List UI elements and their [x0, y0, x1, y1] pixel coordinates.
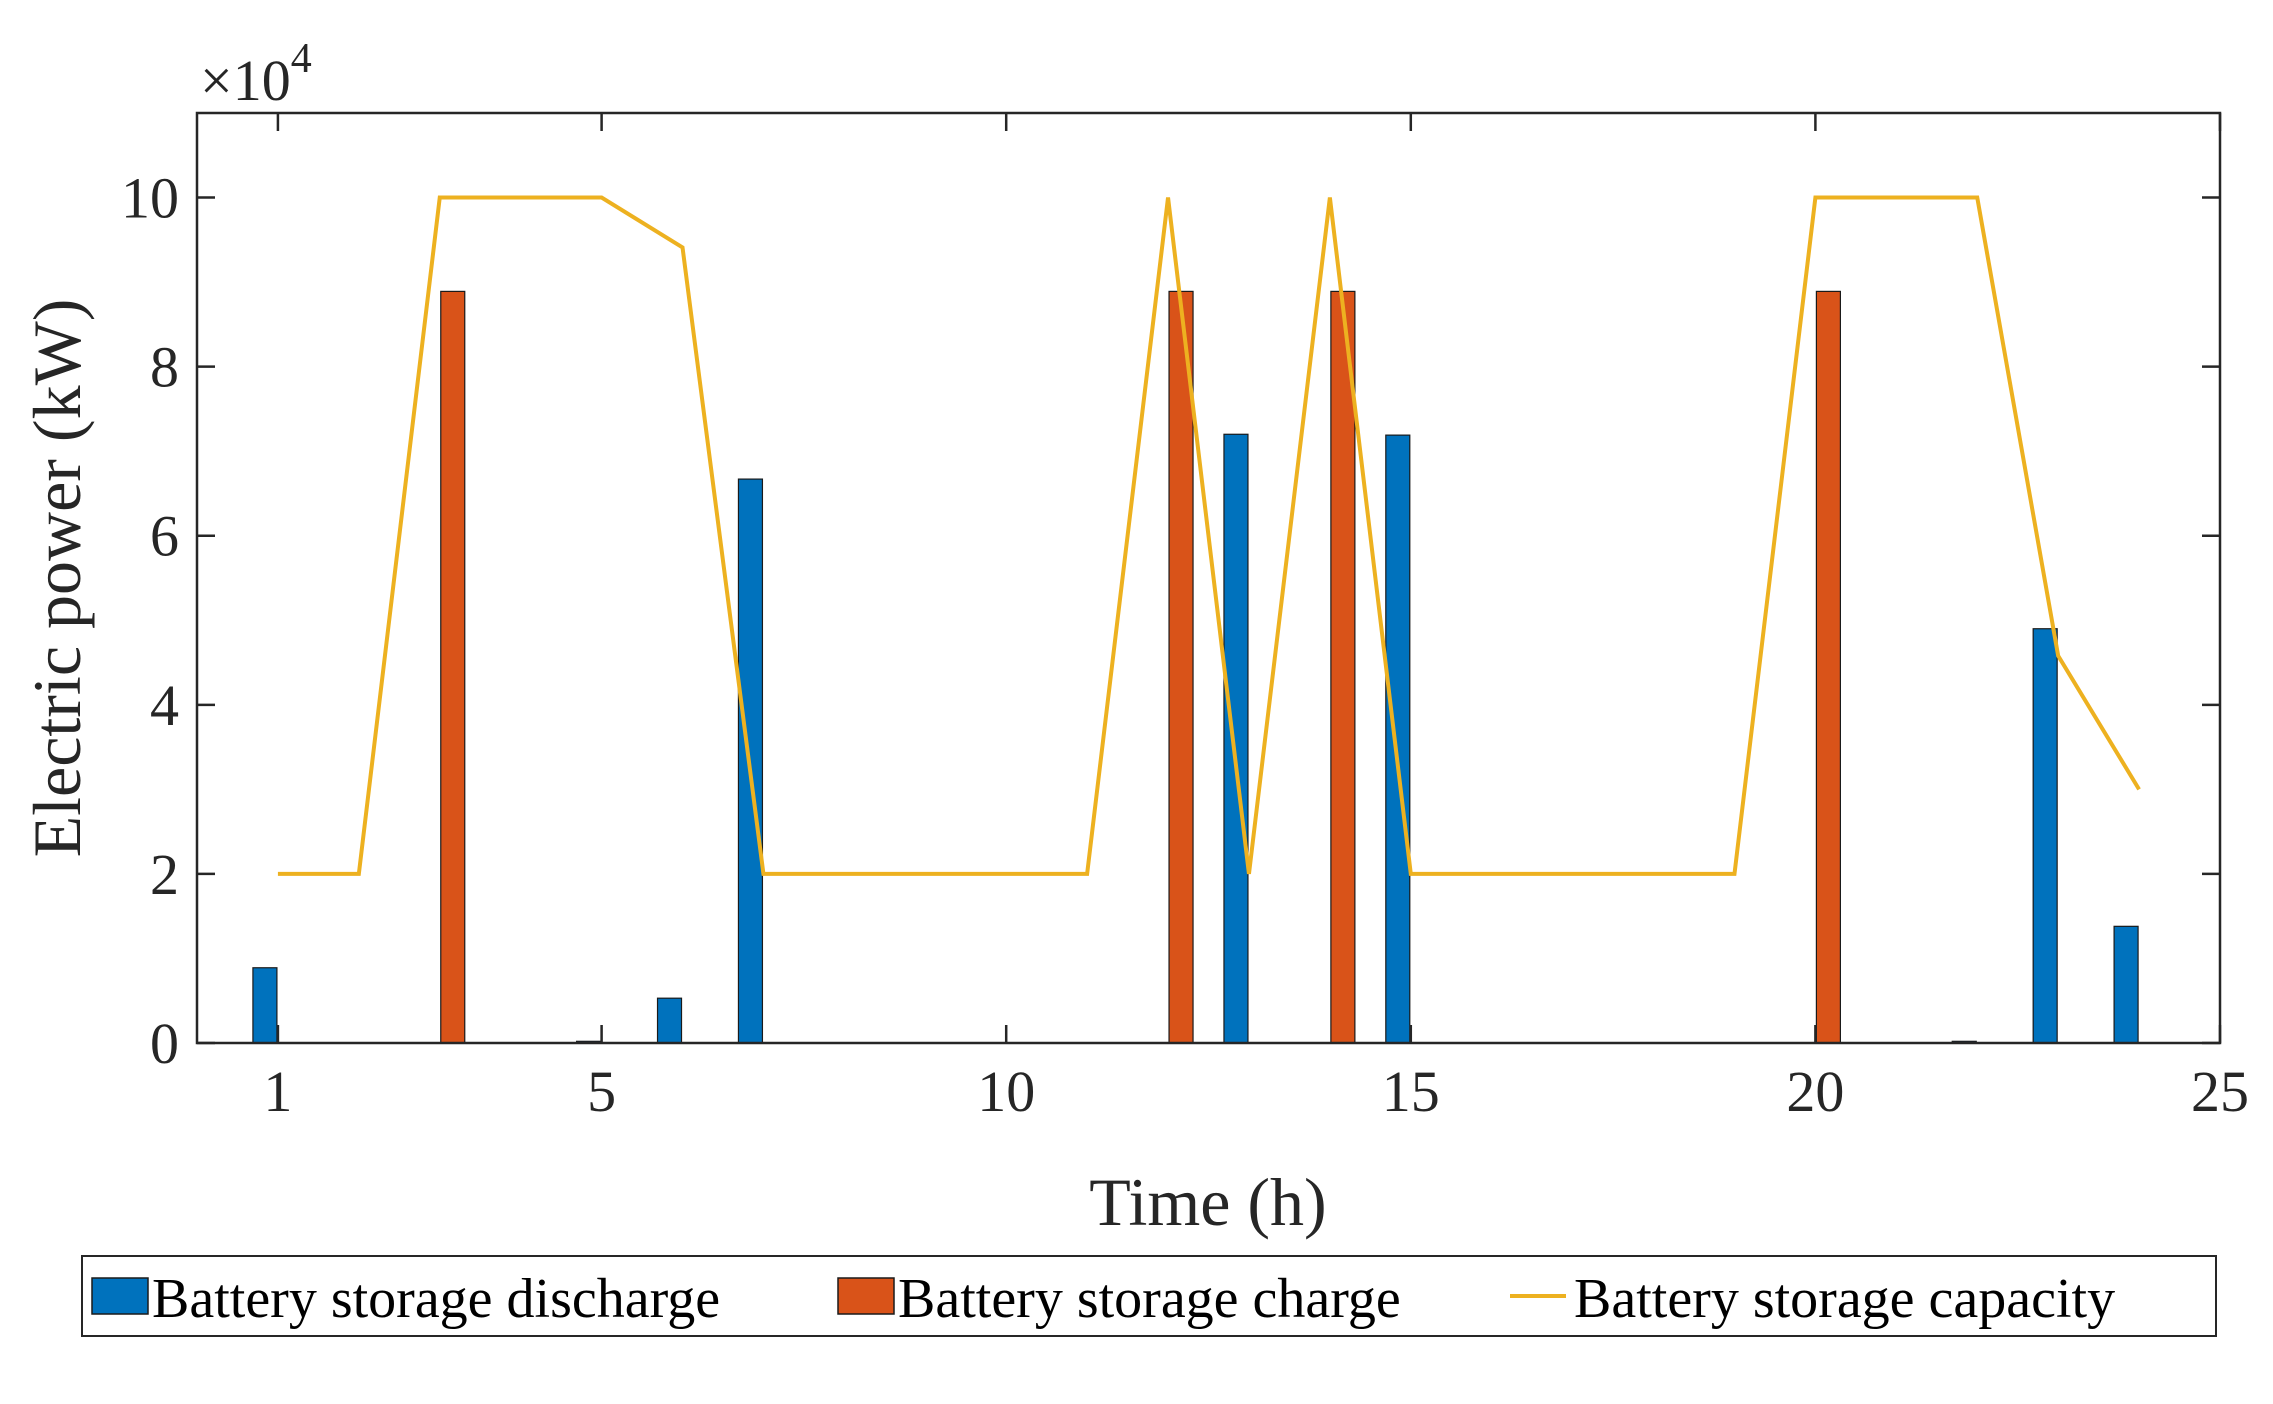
- x-axis-title: Time (h): [1089, 1164, 1326, 1240]
- legend: Battery storage discharge Battery storag…: [81, 1255, 2217, 1337]
- legend-label-charge: Battery storage charge: [898, 1268, 1401, 1330]
- line-capacity: [277, 195, 2141, 876]
- bar-discharge-h24: [2113, 925, 2139, 1044]
- bar-discharge-h13: [1223, 433, 1249, 1044]
- bar-discharge-h6: [656, 997, 683, 1044]
- y-axis-title: Electric power (kW): [19, 299, 95, 858]
- x-ticks: 1 5 10 15 20 25: [263, 113, 2249, 1124]
- bar-charge-h12: [1168, 290, 1194, 1044]
- x-tick-label: 1: [263, 1059, 292, 1124]
- y-tick-label: 0: [150, 1011, 179, 1076]
- plot-frame: [195, 111, 2222, 1045]
- bars-group: [252, 290, 2139, 1044]
- x-tick-label: 15: [1382, 1059, 1440, 1124]
- legend-swatch-discharge: [91, 1277, 149, 1315]
- y-tick-label: 10: [121, 166, 179, 231]
- legend-box: [81, 1255, 2217, 1337]
- y-tick-label: 4: [150, 673, 179, 738]
- x-tick-label: 20: [1786, 1059, 1844, 1124]
- legend-label-capacity: Battery storage capacity: [1574, 1268, 2115, 1330]
- y-ticks: 0 2 4 6 8 10: [121, 166, 2220, 1076]
- lines-group: [277, 195, 2141, 876]
- y-exponent-power: 4: [291, 36, 312, 82]
- y-exponent-label: ×104: [200, 36, 312, 113]
- legend-swatch-charge: [837, 1277, 895, 1315]
- legend-label-discharge: Battery storage discharge: [152, 1268, 720, 1330]
- x-tick-label: 10: [977, 1059, 1035, 1124]
- plot-area: [197, 113, 2220, 1043]
- bar-charge-h3: [440, 290, 466, 1044]
- y-tick-label: 6: [150, 504, 179, 569]
- x-tick-label: 25: [2191, 1059, 2249, 1124]
- bar-discharge-h1: [252, 967, 278, 1044]
- bar-charge-h20: [1815, 290, 1842, 1044]
- bar-charge-h14: [1330, 290, 1356, 1044]
- y-tick-label: 8: [150, 335, 179, 400]
- bar-discharge-h23: [2032, 628, 2058, 1044]
- bar-discharge-h15: [1385, 434, 1411, 1044]
- x-tick-label: 5: [587, 1059, 616, 1124]
- y-tick-label: 2: [150, 842, 179, 907]
